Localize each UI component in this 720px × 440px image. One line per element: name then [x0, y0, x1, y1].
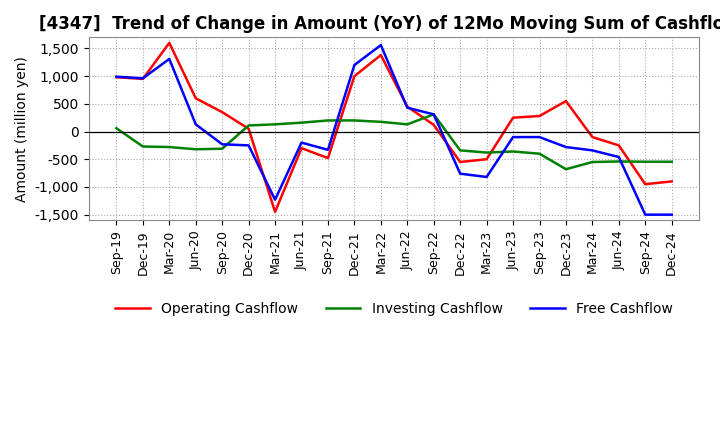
Free Cashflow — [323, 147, 332, 153]
Operating Cashflow — [138, 76, 147, 81]
Investing Cashflow — [562, 167, 570, 172]
Investing Cashflow — [641, 159, 649, 165]
Free Cashflow — [271, 197, 279, 202]
Investing Cashflow — [323, 118, 332, 123]
Free Cashflow — [192, 122, 200, 127]
Investing Cashflow — [138, 144, 147, 149]
Operating Cashflow — [350, 73, 359, 79]
Free Cashflow — [667, 212, 676, 217]
Operating Cashflow — [509, 115, 518, 120]
Investing Cashflow — [509, 149, 518, 154]
Free Cashflow — [588, 148, 597, 153]
Operating Cashflow — [535, 114, 544, 119]
Free Cashflow — [429, 112, 438, 117]
Operating Cashflow — [588, 135, 597, 140]
Line: Operating Cashflow: Operating Cashflow — [117, 43, 672, 212]
Free Cashflow — [244, 143, 253, 148]
Free Cashflow — [535, 135, 544, 140]
Investing Cashflow — [535, 151, 544, 156]
Free Cashflow — [509, 135, 518, 140]
Operating Cashflow — [297, 146, 306, 151]
Operating Cashflow — [482, 157, 491, 162]
Operating Cashflow — [218, 110, 227, 115]
Legend: Operating Cashflow, Investing Cashflow, Free Cashflow: Operating Cashflow, Investing Cashflow, … — [109, 297, 678, 322]
Investing Cashflow — [429, 112, 438, 117]
Operating Cashflow — [614, 143, 623, 148]
Free Cashflow — [218, 142, 227, 147]
Investing Cashflow — [456, 148, 464, 153]
Operating Cashflow — [429, 122, 438, 128]
Free Cashflow — [614, 154, 623, 160]
Operating Cashflow — [403, 104, 412, 109]
Free Cashflow — [350, 62, 359, 68]
Investing Cashflow — [667, 159, 676, 165]
Operating Cashflow — [165, 40, 174, 45]
Operating Cashflow — [377, 52, 385, 58]
Investing Cashflow — [112, 125, 121, 131]
Title: [4347]  Trend of Change in Amount (YoY) of 12Mo Moving Sum of Cashflows: [4347] Trend of Change in Amount (YoY) o… — [39, 15, 720, 33]
Investing Cashflow — [614, 159, 623, 164]
Investing Cashflow — [350, 118, 359, 123]
Investing Cashflow — [165, 144, 174, 150]
Investing Cashflow — [271, 122, 279, 127]
Operating Cashflow — [323, 155, 332, 161]
Line: Free Cashflow: Free Cashflow — [117, 45, 672, 215]
Investing Cashflow — [403, 122, 412, 127]
Free Cashflow — [377, 42, 385, 48]
Operating Cashflow — [271, 209, 279, 215]
Operating Cashflow — [562, 99, 570, 104]
Free Cashflow — [165, 56, 174, 62]
Investing Cashflow — [588, 159, 597, 165]
Free Cashflow — [138, 76, 147, 81]
Operating Cashflow — [456, 159, 464, 165]
Investing Cashflow — [192, 147, 200, 152]
Operating Cashflow — [192, 95, 200, 101]
Investing Cashflow — [377, 119, 385, 125]
Operating Cashflow — [244, 126, 253, 132]
Investing Cashflow — [244, 123, 253, 128]
Y-axis label: Amount (million yen): Amount (million yen) — [15, 56, 29, 202]
Free Cashflow — [112, 74, 121, 79]
Free Cashflow — [297, 140, 306, 145]
Operating Cashflow — [667, 179, 676, 184]
Investing Cashflow — [297, 120, 306, 125]
Investing Cashflow — [218, 146, 227, 151]
Operating Cashflow — [112, 75, 121, 80]
Free Cashflow — [482, 174, 491, 180]
Operating Cashflow — [641, 182, 649, 187]
Free Cashflow — [456, 171, 464, 176]
Free Cashflow — [403, 105, 412, 110]
Investing Cashflow — [482, 150, 491, 155]
Free Cashflow — [641, 212, 649, 217]
Line: Investing Cashflow: Investing Cashflow — [117, 114, 672, 169]
Free Cashflow — [562, 144, 570, 150]
